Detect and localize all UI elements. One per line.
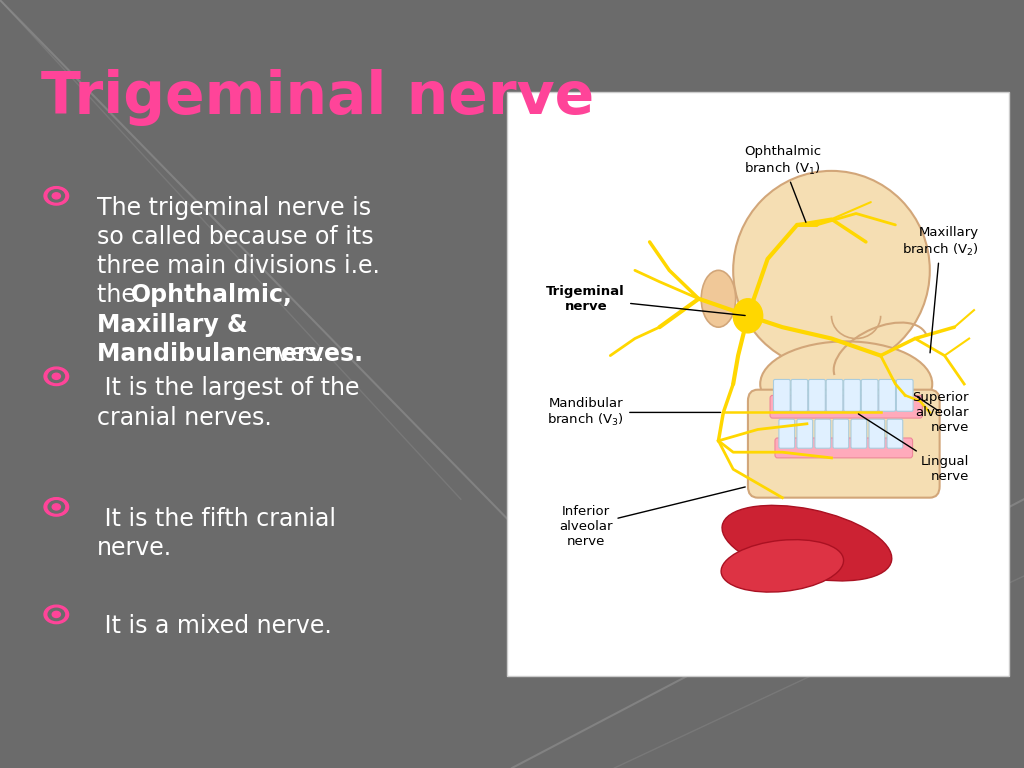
Text: Trigeminal
nerve: Trigeminal nerve — [547, 285, 745, 316]
FancyBboxPatch shape — [833, 419, 849, 449]
Text: cranial nerves.: cranial nerves. — [97, 406, 272, 429]
Text: It is the largest of the: It is the largest of the — [97, 376, 359, 400]
FancyBboxPatch shape — [851, 419, 866, 449]
Circle shape — [44, 605, 69, 624]
FancyBboxPatch shape — [507, 92, 1009, 676]
FancyBboxPatch shape — [815, 419, 830, 449]
Text: nerves.: nerves. — [222, 342, 325, 366]
Circle shape — [48, 501, 65, 513]
FancyBboxPatch shape — [775, 438, 912, 458]
Ellipse shape — [722, 505, 892, 581]
Text: Maxillary &: Maxillary & — [97, 313, 248, 336]
Circle shape — [733, 299, 763, 333]
Text: Mandibular  nerves.: Mandibular nerves. — [97, 342, 364, 366]
FancyBboxPatch shape — [826, 379, 843, 412]
Text: the: the — [97, 283, 143, 307]
Circle shape — [48, 608, 65, 621]
FancyBboxPatch shape — [879, 379, 896, 412]
Text: so called because of its: so called because of its — [97, 225, 374, 249]
Circle shape — [48, 370, 65, 382]
Circle shape — [52, 504, 60, 510]
Circle shape — [52, 373, 60, 379]
Text: three main divisions i.e.: three main divisions i.e. — [97, 254, 380, 278]
FancyBboxPatch shape — [861, 379, 878, 412]
Ellipse shape — [701, 270, 735, 327]
FancyBboxPatch shape — [773, 379, 791, 412]
Ellipse shape — [733, 171, 930, 370]
FancyBboxPatch shape — [748, 389, 940, 498]
Text: nerve.: nerve. — [97, 536, 172, 560]
Ellipse shape — [760, 341, 932, 427]
Text: Mandibular
branch (V$_3$): Mandibular branch (V$_3$) — [547, 396, 721, 429]
FancyBboxPatch shape — [869, 419, 885, 449]
FancyBboxPatch shape — [896, 379, 913, 412]
Text: Maxillary
branch (V$_2$): Maxillary branch (V$_2$) — [902, 226, 979, 353]
Text: Inferior
alveolar
nerve: Inferior alveolar nerve — [559, 487, 745, 548]
Text: It is the fifth cranial: It is the fifth cranial — [97, 507, 336, 531]
Text: Lingual
nerve: Lingual nerve — [858, 414, 969, 483]
FancyBboxPatch shape — [770, 396, 923, 418]
Circle shape — [48, 190, 65, 202]
FancyBboxPatch shape — [792, 379, 808, 412]
FancyBboxPatch shape — [844, 379, 860, 412]
Text: Trigeminal nerve: Trigeminal nerve — [41, 69, 594, 126]
FancyBboxPatch shape — [779, 419, 795, 449]
FancyBboxPatch shape — [887, 419, 903, 449]
FancyBboxPatch shape — [809, 379, 825, 412]
Text: Superior
alveolar
nerve: Superior alveolar nerve — [912, 391, 969, 434]
Text: Ophthalmic
branch (V$_1$): Ophthalmic branch (V$_1$) — [743, 145, 821, 222]
Circle shape — [52, 611, 60, 617]
Circle shape — [44, 187, 69, 205]
Ellipse shape — [721, 540, 844, 592]
Text: Ophthalmic,: Ophthalmic, — [131, 283, 293, 307]
FancyBboxPatch shape — [797, 419, 813, 449]
Circle shape — [44, 498, 69, 516]
Circle shape — [52, 193, 60, 199]
Text: It is a mixed nerve.: It is a mixed nerve. — [97, 614, 332, 638]
Text: The trigeminal nerve is: The trigeminal nerve is — [97, 196, 372, 220]
Circle shape — [44, 367, 69, 386]
